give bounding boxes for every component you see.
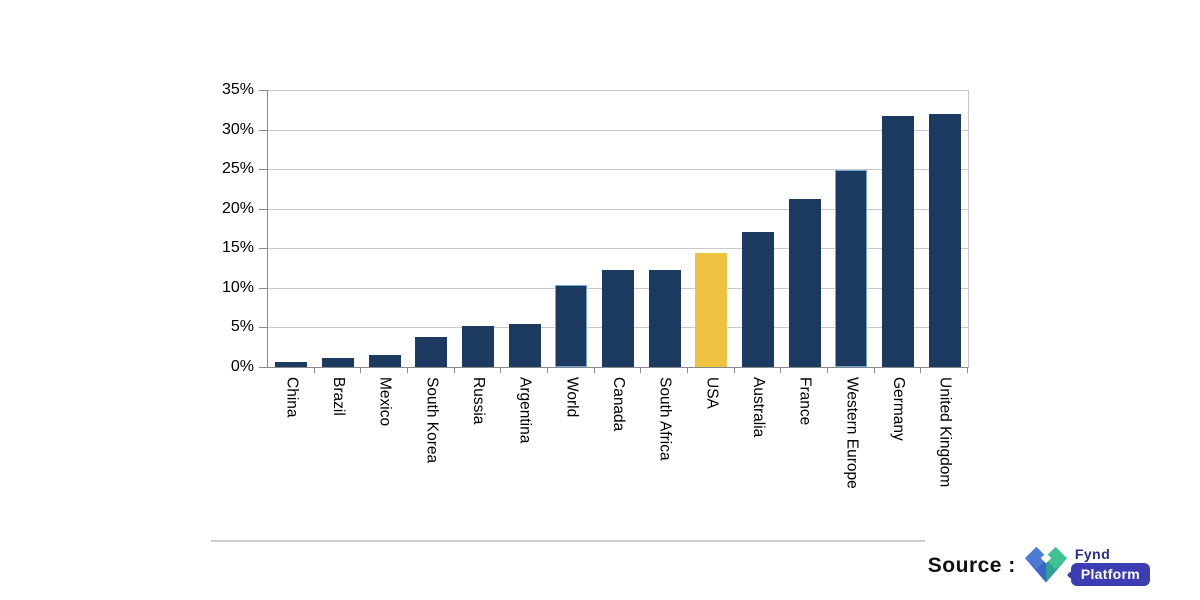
bar-column-argentina: Argentina: [501, 90, 548, 443]
bar-canada: [602, 270, 635, 367]
y-tick-label-10: 10%: [221, 278, 254, 296]
x-tick-cell-argentina: [501, 367, 549, 373]
bar-china: [275, 362, 308, 367]
bar-column-australia: Australia: [735, 90, 782, 437]
fynd-wordmark: Fynd: [1074, 546, 1111, 562]
bar-column-canada: Canada: [595, 90, 642, 431]
y-tick-35: [259, 90, 268, 91]
bar-column-usa: USA: [688, 90, 735, 409]
source-label: Source :: [927, 554, 1016, 577]
x-tick-cell-western-europe: [828, 367, 875, 373]
y-tick-label-25: 25%: [221, 160, 254, 178]
bar-column-germany: Germany: [875, 90, 922, 441]
x-tick-cell-world: [548, 367, 595, 373]
x-label-germany: Germany: [890, 377, 908, 441]
bar-column-south-africa: South Africa: [641, 90, 688, 461]
x-label-world: World: [563, 377, 581, 418]
bar-column-france: France: [781, 90, 828, 425]
bar-column-brazil: Brazil: [315, 90, 362, 416]
logo-wordmark-group: Fynd Platform: [1066, 546, 1150, 586]
gridline-30: [268, 129, 968, 131]
y-tick-15: [259, 248, 268, 250]
x-label-usa: USA: [703, 377, 721, 409]
bar-south-africa: [648, 270, 681, 367]
x-tick-cell-china: [268, 367, 315, 373]
logo-facet-center-diamond: [1040, 552, 1052, 564]
bar-russia: [462, 325, 495, 367]
plot-area: China Brazil Mexico South Korea Russia Argent…: [259, 90, 969, 489]
bar-argentina: [508, 324, 541, 367]
gridline-15: [268, 248, 968, 250]
y-tick-25: [259, 169, 268, 171]
x-tick-cell-france: [781, 367, 829, 373]
x-label-china: China: [283, 377, 301, 418]
bars-layer: China Brazil Mexico South Korea Russia Argent…: [268, 90, 968, 489]
gridline-25: [268, 169, 968, 171]
y-tick-30: [259, 129, 268, 131]
bar-mexico: [368, 355, 401, 367]
logo-facet-left: [1024, 546, 1048, 570]
y-tick-10: [259, 287, 268, 289]
x-tick-cell-south-korea: [408, 367, 455, 373]
bar-united-kingdom: [928, 113, 961, 367]
y-tick-5: [259, 327, 268, 329]
y-tick-label-0: 0%: [230, 358, 254, 375]
bar-germany: [882, 116, 915, 367]
bar-column-china: China: [268, 90, 315, 418]
x-label-mexico: Mexico: [376, 377, 394, 427]
x-tick-cell-brazil: [315, 367, 362, 373]
x-label-united-kingdom: United Kingdom: [936, 377, 954, 488]
x-tick-cell-mexico: [361, 367, 409, 373]
bar-south-korea: [415, 336, 448, 367]
y-tick-label-35: 35%: [221, 81, 254, 98]
x-label-brazil: Brazil: [330, 377, 347, 416]
x-label-russia: Russia: [470, 377, 488, 425]
bar-column-world: World: [548, 90, 595, 417]
logo-facet-right: [1044, 546, 1067, 570]
bar-world: [555, 284, 588, 367]
y-tick-label-30: 30%: [221, 120, 254, 138]
badge-dot-icon: [1066, 570, 1074, 579]
y-tick-20: [259, 208, 268, 210]
x-tick-cell-united-kingdom: [921, 367, 969, 373]
bar-usa: [695, 253, 728, 367]
x-label-south-korea: South Korea: [423, 377, 441, 464]
x-label-argentina: Argentina: [516, 377, 534, 444]
bar-column-mexico: Mexico: [361, 90, 408, 426]
y-tick-label-5: 5%: [230, 318, 254, 336]
x-tick-cell-russia: [455, 367, 502, 373]
x-label-western-europe: Western Europe: [843, 377, 861, 489]
bar-column-western-europe: Western Europe: [828, 90, 875, 489]
y-tick-label-20: 20%: [221, 199, 254, 217]
x-label-france: France: [796, 377, 814, 426]
x-label-australia: Australia: [750, 377, 768, 438]
x-axis-ticks: [268, 367, 969, 373]
x-tick-cell-australia: [735, 367, 782, 373]
x-label-south-africa: South Africa: [656, 377, 674, 461]
x-label-canada: Canada: [610, 377, 628, 432]
x-tick-cell-canada: [595, 367, 642, 373]
y-tick-label-15: 15%: [221, 239, 254, 257]
fynd-platform-logo: Fynd Platform: [1024, 545, 1150, 587]
x-tick-cell-usa: [688, 367, 735, 373]
gridline-35: [268, 90, 968, 91]
fynd-logo-icon: [1024, 546, 1067, 583]
bar-france: [788, 199, 821, 367]
bar-column-united-kingdom: United Kingdom: [921, 90, 968, 487]
x-tick-cell-germany: [875, 367, 922, 373]
x-tick-cell-south-africa: [641, 367, 689, 373]
bar-column-russia: Russia: [455, 90, 502, 424]
y-axis-labels: 0% 5% 10% 15% 20% 25% 30% 35%: [168, 81, 254, 375]
bar-brazil: [322, 357, 354, 367]
gridline-20: [268, 208, 968, 210]
bar-australia: [742, 231, 775, 367]
bar-western-europe: [835, 169, 868, 367]
bar-column-south-korea: South Korea: [408, 90, 455, 463]
source-attribution: Source : Fynd Platform: [928, 545, 1150, 587]
y-tick-0: [259, 367, 268, 368]
footer-divider: [211, 540, 925, 542]
platform-badge-label: Platform: [1080, 566, 1140, 582]
platform-badge: Platform: [1066, 563, 1150, 586]
